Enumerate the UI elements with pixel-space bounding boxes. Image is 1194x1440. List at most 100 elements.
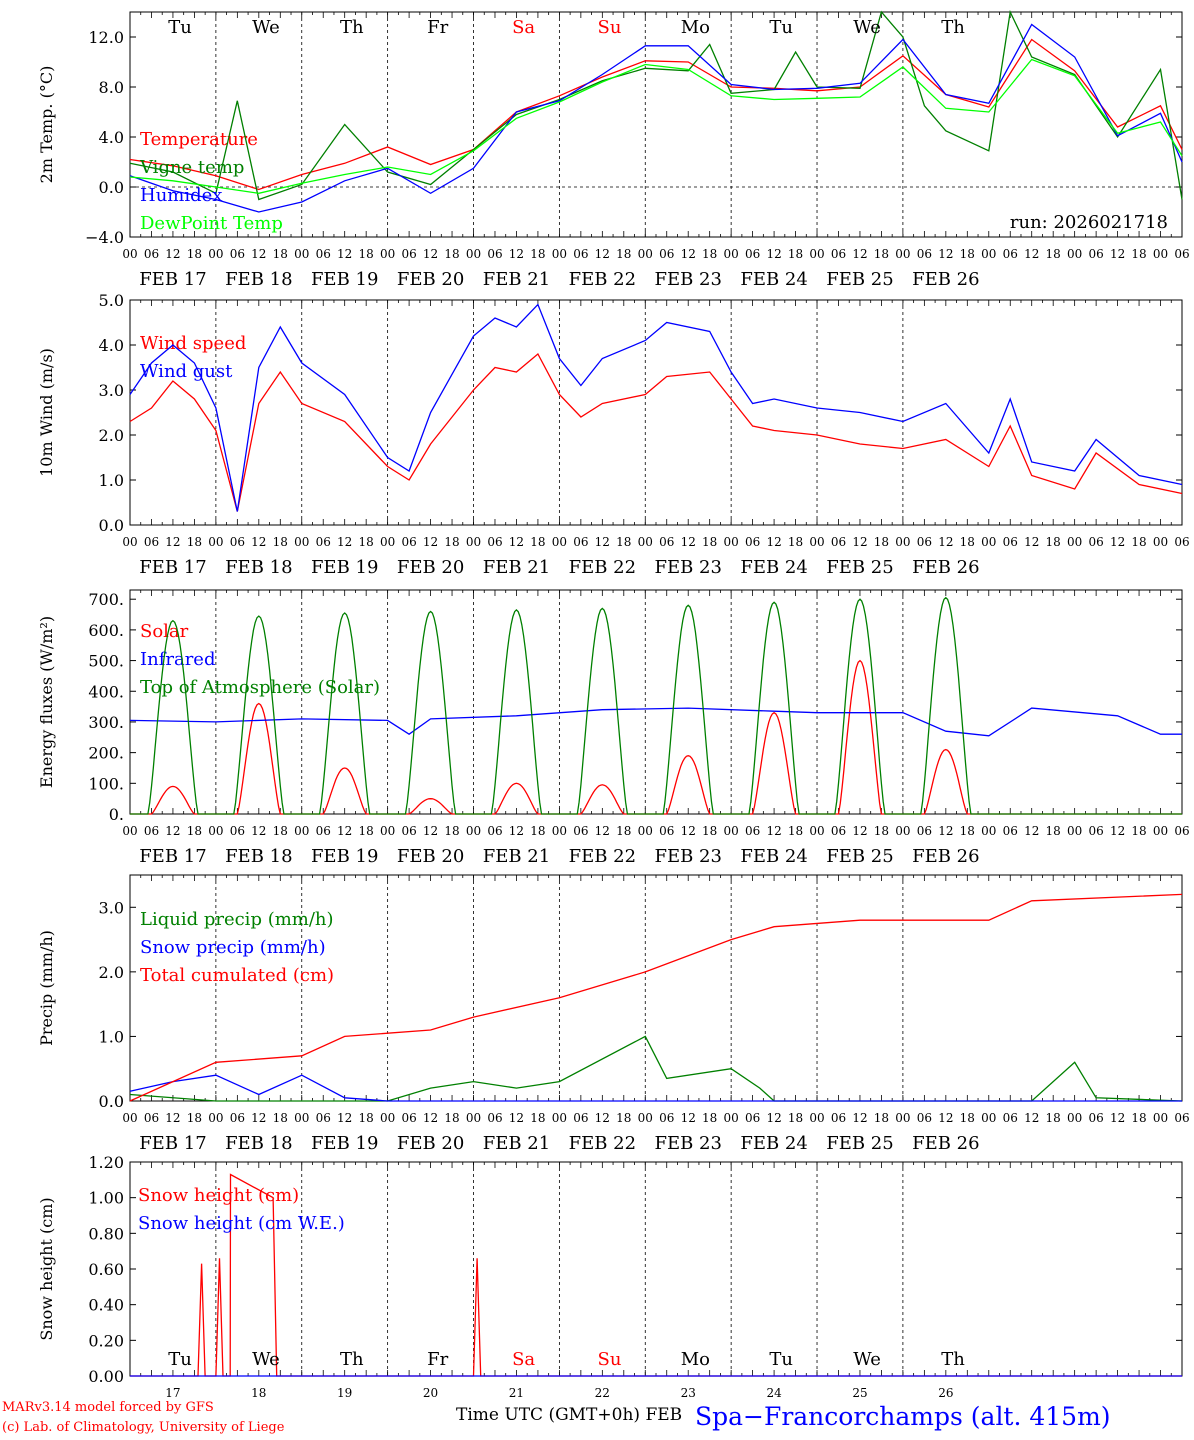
hour-label: 00 bbox=[294, 247, 309, 261]
y-tick-label: 300. bbox=[88, 713, 124, 732]
y-tick-label: 3.0 bbox=[99, 898, 124, 917]
hour-label: 00 bbox=[466, 1111, 481, 1125]
hour-label: 00 bbox=[809, 535, 824, 549]
hour-label: 06 bbox=[316, 535, 331, 549]
hour-label: 12 bbox=[681, 247, 696, 261]
y-tick-label: 2.0 bbox=[99, 426, 124, 445]
date-label: FEB 18 bbox=[225, 269, 292, 290]
hour-label: 06 bbox=[917, 1111, 932, 1125]
hour-label: 12 bbox=[509, 1111, 524, 1125]
date-label: FEB 22 bbox=[569, 557, 636, 578]
y-tick-label: 1.20 bbox=[88, 1153, 124, 1172]
hour-label: 06 bbox=[573, 247, 588, 261]
date-label: FEB 17 bbox=[139, 846, 206, 867]
hour-label: 00 bbox=[1067, 824, 1082, 838]
hour-label: 12 bbox=[509, 535, 524, 549]
date-label: FEB 24 bbox=[740, 269, 807, 290]
day-label-bottom: We bbox=[252, 1349, 280, 1370]
day-label-bottom: Fr bbox=[427, 1349, 448, 1370]
hour-label: 18 bbox=[960, 535, 975, 549]
y-axis-label: Snow height (cm) bbox=[37, 1197, 56, 1340]
y-tick-label: 0.00 bbox=[88, 1367, 124, 1386]
hour-label: 18 bbox=[1046, 824, 1061, 838]
y-axis-label: Energy fluxes (W/m²) bbox=[37, 616, 56, 788]
hour-label: 12 bbox=[509, 247, 524, 261]
hour-label: 00 bbox=[638, 535, 653, 549]
hour-label: 12 bbox=[1024, 824, 1039, 838]
hour-label: 06 bbox=[917, 535, 932, 549]
hour-label: 06 bbox=[1174, 824, 1189, 838]
date-label: FEB 20 bbox=[397, 1133, 464, 1154]
hour-label: 12 bbox=[938, 535, 953, 549]
hour-label: 00 bbox=[1067, 535, 1082, 549]
hour-label: 18 bbox=[530, 1111, 545, 1125]
y-tick-label: 100. bbox=[88, 774, 124, 793]
hour-label: 00 bbox=[638, 247, 653, 261]
hour-label: 00 bbox=[208, 1111, 223, 1125]
hour-label: 12 bbox=[681, 824, 696, 838]
date-label: FEB 24 bbox=[740, 557, 807, 578]
footer-lab: (c) Lab. of Climatology, University of L… bbox=[2, 1420, 285, 1435]
hour-label: 06 bbox=[144, 535, 159, 549]
y-tick-label: 0.60 bbox=[88, 1260, 124, 1279]
hour-label: 00 bbox=[981, 247, 996, 261]
date-label: FEB 19 bbox=[311, 269, 378, 290]
legend-temperature: Temperature bbox=[140, 129, 258, 150]
hour-label: 18 bbox=[616, 247, 631, 261]
date-label: FEB 23 bbox=[654, 557, 721, 578]
hour-label: 00 bbox=[294, 824, 309, 838]
hour-label: 12 bbox=[1024, 535, 1039, 549]
legend-snow-height-cm-: Snow height (cm) bbox=[138, 1185, 299, 1206]
hour-label: 00 bbox=[208, 535, 223, 549]
hour-label: 12 bbox=[337, 1111, 352, 1125]
hour-label: 06 bbox=[487, 247, 502, 261]
hour-label: 00 bbox=[552, 247, 567, 261]
date-label: FEB 17 bbox=[139, 1133, 206, 1154]
hour-label: 06 bbox=[401, 247, 416, 261]
hour-label: 18 bbox=[273, 1111, 288, 1125]
hour-label: 18 bbox=[530, 247, 545, 261]
day-label-bottom: Th bbox=[340, 1349, 364, 1370]
y-tick-label: 1.00 bbox=[88, 1189, 124, 1208]
hour-label: 18 bbox=[444, 824, 459, 838]
hour-label: 00 bbox=[1153, 824, 1168, 838]
legend-liquid-precip-mm-h-: Liquid precip (mm/h) bbox=[140, 909, 334, 930]
hour-label: 12 bbox=[423, 535, 438, 549]
hour-label: 18 bbox=[702, 535, 717, 549]
legend-snow-height-cm-w-e-: Snow height (cm W.E.) bbox=[138, 1213, 345, 1234]
panel-frame bbox=[129, 589, 1183, 815]
hour-label: 00 bbox=[724, 1111, 739, 1125]
hour-label: 06 bbox=[401, 535, 416, 549]
hour-label: 18 bbox=[616, 1111, 631, 1125]
station-title: Spa−Francorchamps (alt. 415m) bbox=[695, 1402, 1111, 1431]
day-label-top: Tu bbox=[769, 17, 793, 38]
hour-label: 06 bbox=[1174, 1111, 1189, 1125]
legend-wind-gust: Wind gust bbox=[140, 361, 233, 382]
hour-label: 06 bbox=[316, 1111, 331, 1125]
date-label: FEB 17 bbox=[139, 269, 206, 290]
hour-label: 00 bbox=[380, 824, 395, 838]
hour-label: 06 bbox=[1174, 247, 1189, 261]
hour-label: 18 bbox=[187, 247, 202, 261]
hour-label: 06 bbox=[831, 535, 846, 549]
bottom-date-label: 19 bbox=[337, 1386, 352, 1400]
series-line-vigne-temp bbox=[129, 9, 1183, 201]
hour-label: 00 bbox=[809, 247, 824, 261]
hour-label: 00 bbox=[552, 824, 567, 838]
date-label: FEB 25 bbox=[826, 557, 893, 578]
hour-label: 18 bbox=[359, 247, 374, 261]
day-label-bottom: We bbox=[853, 1349, 881, 1370]
hour-label: 12 bbox=[681, 1111, 696, 1125]
date-label: FEB 26 bbox=[912, 557, 979, 578]
hour-label: 06 bbox=[487, 824, 502, 838]
hour-label: 06 bbox=[1174, 535, 1189, 549]
hour-label: 06 bbox=[144, 1111, 159, 1125]
hour-label: 12 bbox=[251, 535, 266, 549]
hour-label: 06 bbox=[1088, 1111, 1103, 1125]
hour-label: 12 bbox=[595, 824, 610, 838]
series-line-total-cumulated-cm- bbox=[129, 893, 1183, 1102]
hour-label: 00 bbox=[380, 1111, 395, 1125]
day-label-top: Fr bbox=[427, 17, 448, 38]
hour-label: 12 bbox=[251, 1111, 266, 1125]
day-label-top: Th bbox=[941, 17, 965, 38]
